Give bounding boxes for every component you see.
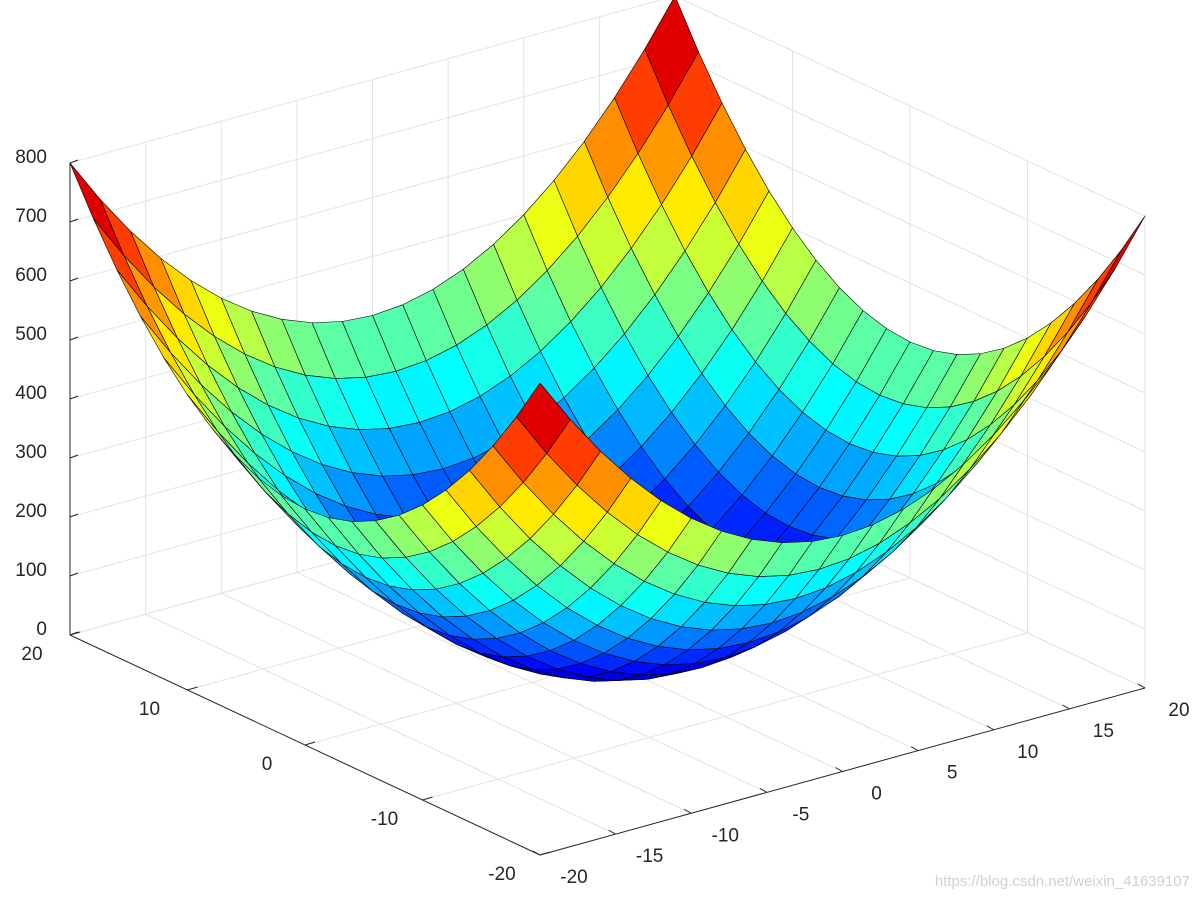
surface-face bbox=[516, 382, 571, 454]
x-tick bbox=[608, 829, 616, 835]
x-tick bbox=[835, 767, 843, 772]
z-tick-label: 700 bbox=[15, 206, 47, 227]
z-tick-label: 600 bbox=[15, 265, 47, 286]
x-tick bbox=[910, 746, 919, 752]
x-tick bbox=[532, 850, 541, 856]
x-tick bbox=[1062, 704, 1070, 710]
grid-line bbox=[422, 632, 1028, 801]
grid-line bbox=[674, 113, 1146, 335]
x-tick-label: 5 bbox=[947, 763, 958, 784]
z-tick bbox=[69, 454, 79, 459]
x-tick-label: -20 bbox=[560, 867, 587, 888]
y-tick-label: 0 bbox=[262, 754, 273, 775]
z-tick-label: 300 bbox=[15, 442, 47, 463]
surface-face bbox=[1090, 215, 1146, 304]
grid-line bbox=[674, 54, 1146, 276]
x-tick bbox=[684, 808, 692, 814]
surface-face bbox=[1067, 249, 1122, 333]
z-tick bbox=[69, 218, 79, 223]
x-tick-label: 20 bbox=[1168, 700, 1189, 721]
y-tick bbox=[539, 851, 551, 856]
z-tick bbox=[69, 572, 79, 577]
y-tick bbox=[422, 796, 433, 801]
z-tick bbox=[69, 277, 79, 282]
watermark: https://blog.csdn.net/weixin_41639107 bbox=[935, 873, 1190, 890]
x-tick-label: -10 bbox=[712, 825, 739, 846]
z-tick bbox=[69, 159, 79, 164]
grid-line bbox=[69, 0, 663, 164]
y-tick bbox=[187, 686, 198, 691]
x-tick-label: 0 bbox=[871, 784, 882, 805]
z-tick bbox=[69, 395, 79, 400]
z-tick bbox=[69, 336, 79, 341]
x-tick bbox=[1137, 683, 1146, 689]
z-tick-label: 800 bbox=[15, 147, 47, 168]
z-tick bbox=[69, 513, 79, 518]
z-tick-label: 0 bbox=[36, 619, 47, 640]
y-tick-label: 10 bbox=[139, 699, 160, 720]
x-tick-label: 10 bbox=[1017, 742, 1038, 763]
y-tick-label: 20 bbox=[21, 644, 42, 665]
z-tick-label: 200 bbox=[15, 501, 47, 522]
y-tick bbox=[304, 741, 316, 746]
y-tick-label: -20 bbox=[488, 864, 515, 885]
grid-line bbox=[682, 0, 1146, 217]
x-tick bbox=[759, 787, 768, 793]
x-tick-label: -15 bbox=[636, 846, 663, 867]
grid-line bbox=[69, 113, 676, 282]
z-tick-label: 400 bbox=[15, 383, 47, 404]
grid-line bbox=[69, 54, 676, 223]
z-tick-label: 500 bbox=[15, 324, 47, 345]
x-tick-label: 15 bbox=[1093, 721, 1114, 742]
z-tick-label: 100 bbox=[15, 560, 47, 581]
y-tick-label: -10 bbox=[371, 809, 398, 830]
x-tick bbox=[986, 725, 994, 731]
x-tick-label: -5 bbox=[792, 804, 809, 825]
z-tick bbox=[69, 631, 79, 636]
